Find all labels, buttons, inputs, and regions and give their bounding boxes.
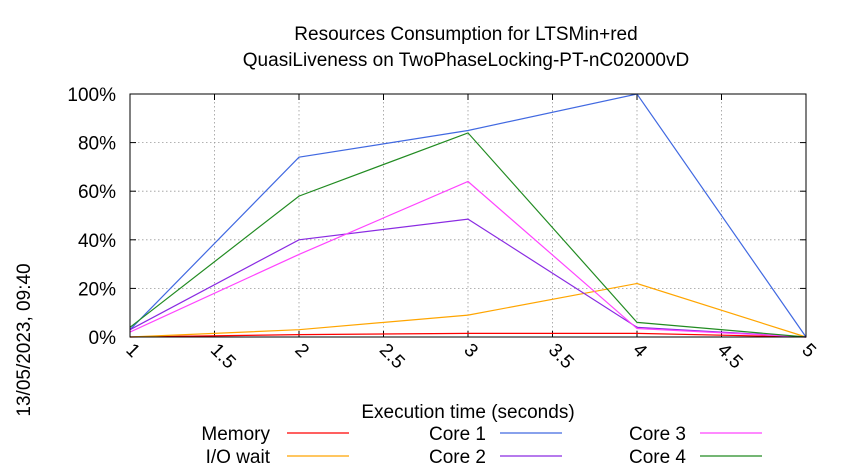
y-tick-label: 0% — [89, 328, 117, 349]
series-line-memory — [129, 332, 807, 338]
axis-ticks: 1 1.5 2 2.5 3 3.5 4 4.5 5 0% 20% 40% 60% 80% 100% — [67, 85, 819, 373]
x-tick-label: 1 — [121, 340, 143, 362]
y-tick-label: 20% — [78, 279, 116, 300]
y-tick-label: 40% — [78, 231, 116, 252]
series-line-core-1 — [129, 93, 807, 338]
y-tick-label: 80% — [78, 134, 116, 155]
x-tick-label: 2.5 — [375, 340, 409, 374]
legend-label-core-2: Core 2 — [429, 447, 486, 468]
legend-label-i-o-wait: I/O wait — [206, 447, 271, 468]
series-line-i-o-wait — [129, 282, 807, 338]
series-line-core-4 — [129, 132, 807, 338]
data-series — [129, 93, 807, 338]
x-tick-label: 3.5 — [544, 340, 578, 374]
chart-title-line-1: Resources Consumption for LTSMin+red — [294, 24, 637, 45]
plot-border — [129, 93, 807, 338]
legend-label-core-1: Core 1 — [429, 424, 486, 445]
x-tick-label: 2 — [290, 340, 312, 362]
legend-label-memory: Memory — [201, 424, 270, 445]
chart-title-line-2: QuasiLiveness on TwoPhaseLocking-PT-nC02… — [243, 50, 689, 71]
x-tick-label: 4 — [628, 340, 651, 363]
y-tick-label: 100% — [67, 85, 116, 106]
x-tick-label: 3 — [459, 340, 481, 362]
x-tick-label: 1.5 — [206, 340, 240, 374]
x-axis-label: Execution time (seconds) — [361, 402, 574, 423]
series-line-core-2 — [129, 218, 807, 338]
legend-label-core-4: Core 4 — [629, 447, 686, 468]
y-tick-label: 60% — [78, 182, 116, 203]
timestamp-side-label: 13/05/2023, 09:40 — [14, 263, 35, 416]
legend-label-core-3: Core 3 — [629, 424, 686, 445]
x-tick-label: 5 — [797, 340, 819, 362]
series-line-core-3 — [129, 180, 807, 338]
x-tick-label: 4.5 — [713, 340, 747, 374]
